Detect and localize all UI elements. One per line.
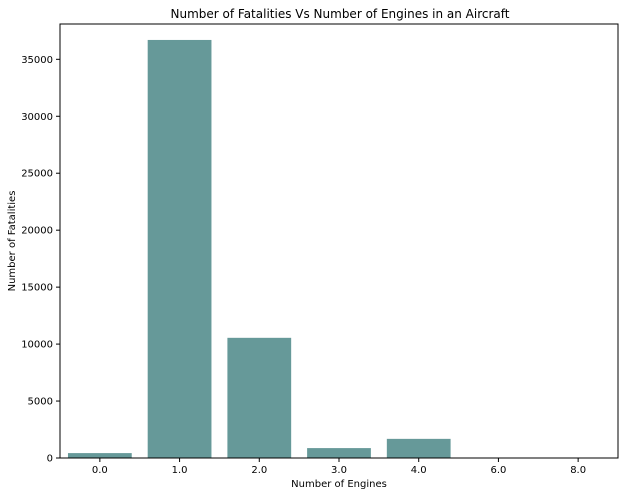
x-axis-ticks: 0.0 1.0 2.0 3.0 4.0 6.0 8.0 xyxy=(92,458,586,476)
bars-group xyxy=(67,39,451,458)
x-tick-label: 2.0 xyxy=(251,465,267,476)
x-tick-label: 4.0 xyxy=(411,465,427,476)
bar-2.0 xyxy=(227,337,292,458)
y-tick-label: 30000 xyxy=(21,112,53,123)
x-tick-label: 0.0 xyxy=(92,465,108,476)
y-tick-label: 15000 xyxy=(21,283,53,294)
bar-1.0 xyxy=(147,39,212,458)
x-tick-label: 8.0 xyxy=(570,465,586,476)
y-tick-label: 0 xyxy=(47,454,53,465)
y-tick-label: 35000 xyxy=(21,55,53,66)
chart-title: Number of Fatalities Vs Number of Engine… xyxy=(171,7,510,21)
x-axis-label: Number of Engines xyxy=(291,479,387,490)
y-tick-label: 20000 xyxy=(21,226,53,237)
x-tick-label: 1.0 xyxy=(172,465,188,476)
y-tick-label: 5000 xyxy=(28,397,53,408)
y-tick-label: 25000 xyxy=(21,169,53,180)
y-axis-ticks: 0 5000 10000 15000 20000 25000 30000 35000 xyxy=(21,55,60,465)
y-axis-label: Number of Fatalities xyxy=(7,191,18,292)
y-tick-label: 10000 xyxy=(21,340,53,351)
bar-4.0 xyxy=(386,438,451,458)
bar-0.0 xyxy=(67,453,132,458)
x-tick-label: 6.0 xyxy=(490,465,506,476)
x-tick-label: 3.0 xyxy=(331,465,347,476)
bar-3.0 xyxy=(307,448,371,458)
plot-frame xyxy=(59,23,619,459)
